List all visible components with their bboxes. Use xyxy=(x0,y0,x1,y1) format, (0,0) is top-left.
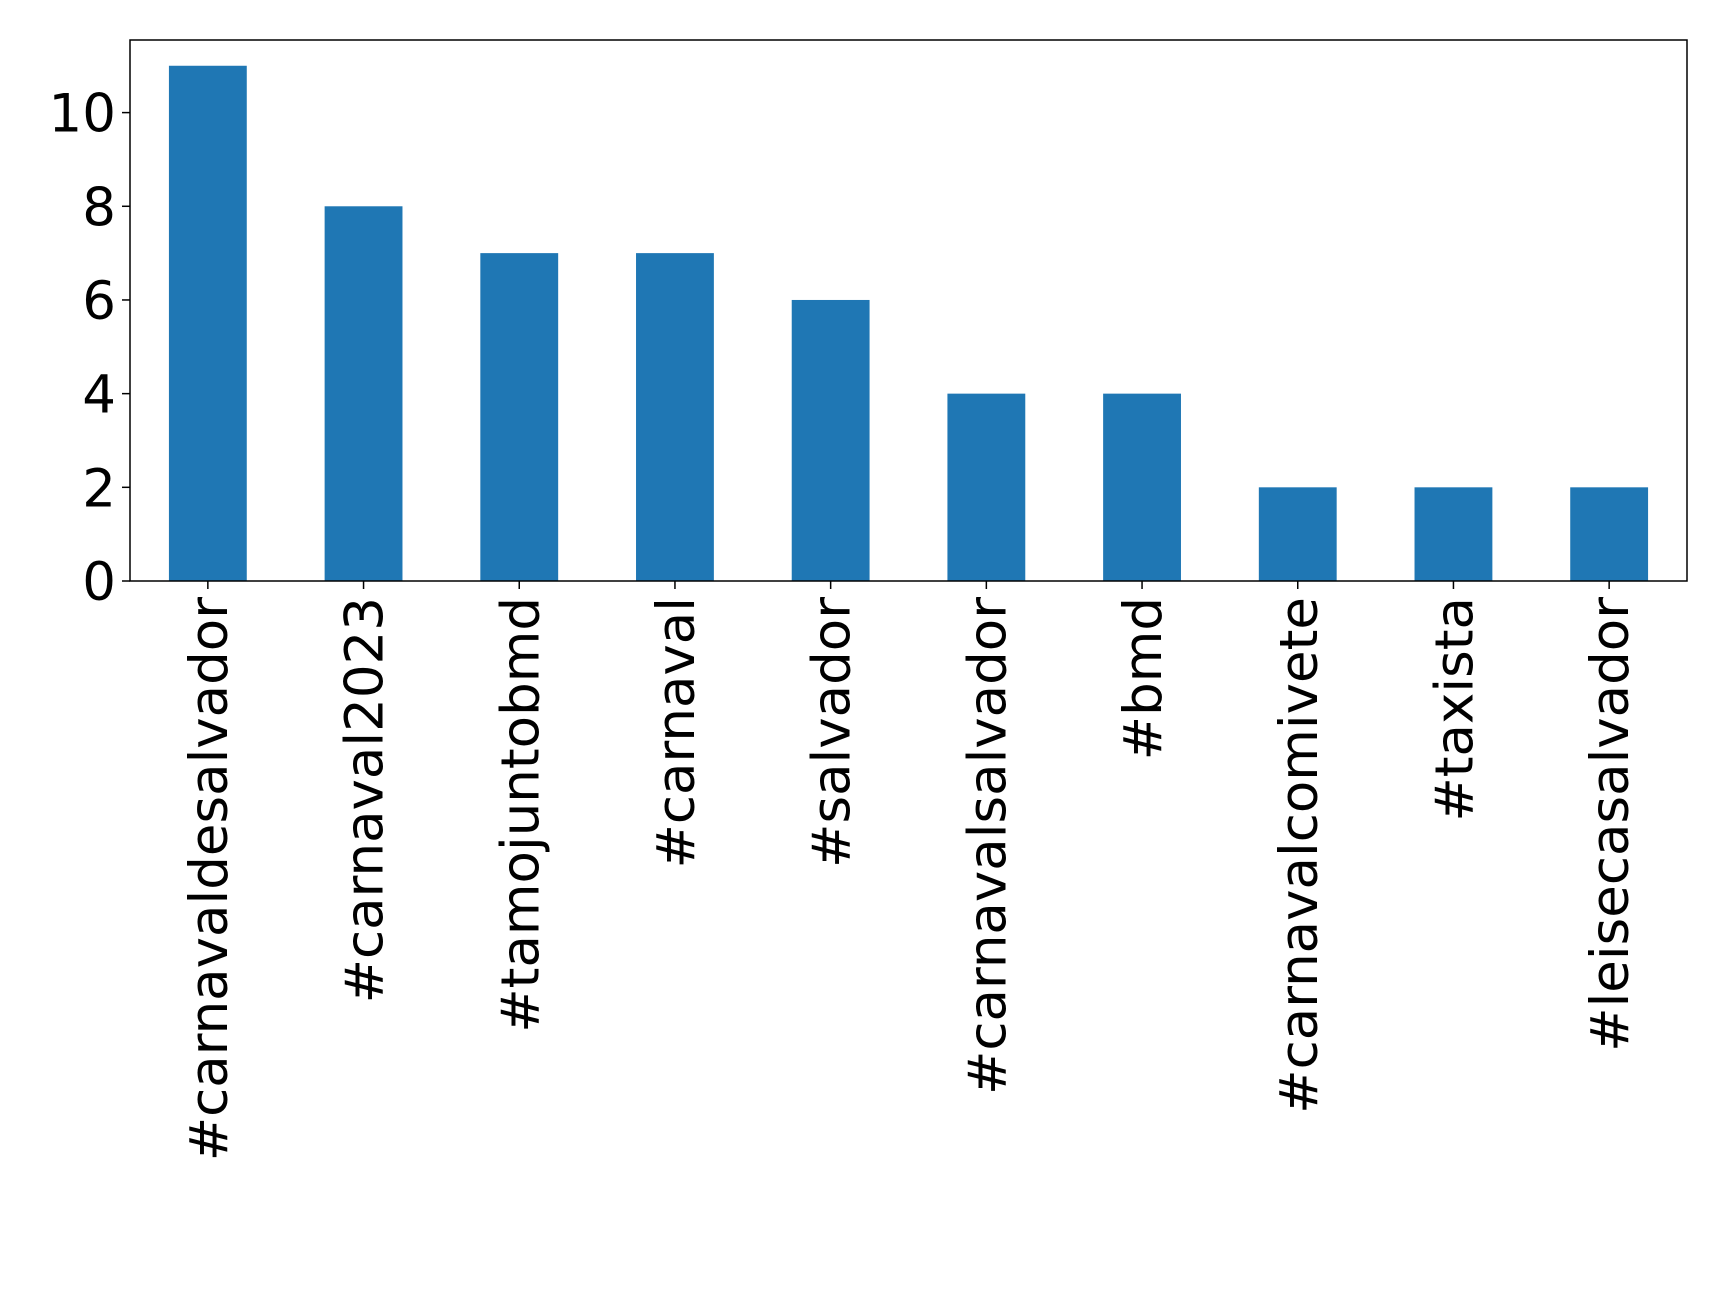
bar xyxy=(1414,487,1493,581)
x-tick-label: #carnavaldesalvador xyxy=(179,597,240,1161)
y-tick-label: 6 xyxy=(82,271,116,332)
y-tick-label: 10 xyxy=(49,84,116,145)
x-tick-label: #leisecasalvador xyxy=(1580,597,1641,1052)
x-tick-label: #carnaval xyxy=(646,597,707,869)
bar xyxy=(636,253,714,581)
x-tick-label: #carnaval2023 xyxy=(335,597,396,1003)
y-tick-label: 8 xyxy=(82,177,116,238)
bar xyxy=(947,393,1026,581)
bar xyxy=(1103,393,1181,581)
x-tick-label: #carnavalcomivete xyxy=(1269,597,1330,1114)
bar xyxy=(791,299,870,581)
x-tick-label: #carnavalsalvador xyxy=(957,597,1018,1095)
x-tick-label: #salvador xyxy=(802,597,863,868)
x-tick-label: #bmd xyxy=(1113,597,1174,760)
x-tick-label: #taxista xyxy=(1424,597,1485,822)
bar xyxy=(324,206,403,582)
y-tick-label: 4 xyxy=(82,365,116,426)
bar xyxy=(1570,487,1649,581)
y-tick-label: 0 xyxy=(82,552,116,613)
plot-frame xyxy=(129,39,1688,582)
bar xyxy=(168,65,247,581)
bar xyxy=(1258,487,1337,581)
y-tick-label: 2 xyxy=(82,458,116,519)
bar xyxy=(480,253,559,581)
x-tick-label: #tamojuntobmd xyxy=(490,597,551,1033)
